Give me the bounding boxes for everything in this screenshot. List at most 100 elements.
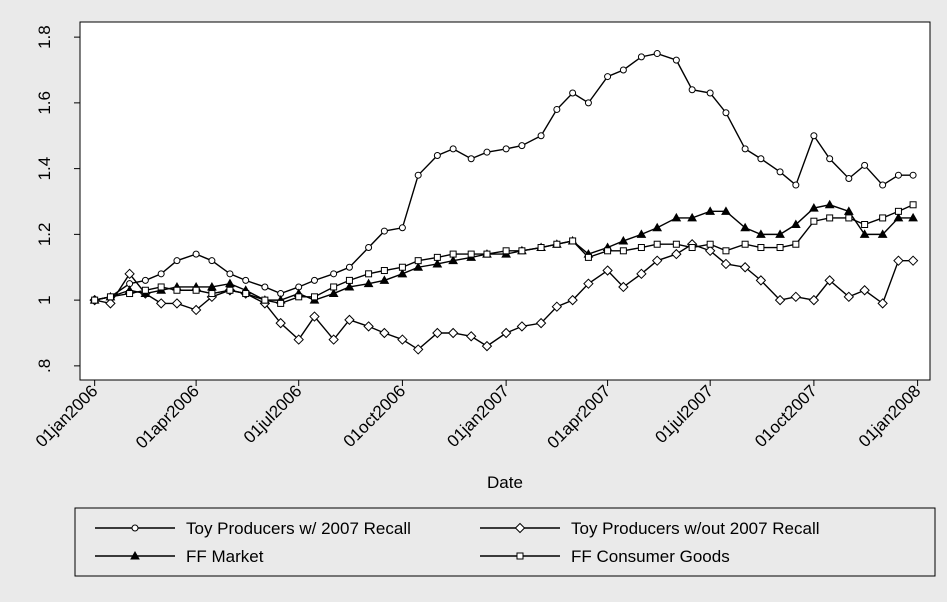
series-marker (412, 344, 424, 355)
series-marker (893, 212, 904, 222)
series-marker (242, 276, 250, 284)
series-marker (672, 240, 680, 248)
legend-label: FF Consumer Goods (571, 547, 730, 566)
series-marker (414, 257, 422, 265)
series-marker (653, 50, 661, 58)
series-marker (637, 244, 645, 252)
series-marker (619, 66, 627, 74)
series-marker (877, 229, 888, 238)
y-tick-label: 1.8 (35, 25, 54, 49)
series-marker (173, 286, 181, 294)
series-marker (432, 327, 443, 339)
series-marker (909, 201, 917, 209)
series-marker (261, 283, 269, 291)
series-marker (792, 181, 800, 189)
series-marker (602, 265, 613, 276)
series-marker (739, 262, 751, 273)
y-tick-label: 1.4 (35, 157, 54, 181)
series-marker (584, 99, 592, 107)
series-marker (741, 240, 749, 248)
series-marker (879, 181, 887, 189)
series-marker (774, 294, 786, 306)
series-marker (653, 240, 661, 248)
series-marker (671, 212, 682, 222)
series-marker (208, 257, 216, 265)
series-marker (688, 86, 696, 94)
series-marker (775, 229, 785, 238)
series-marker (295, 293, 303, 301)
series-marker (277, 299, 285, 307)
series-marker (449, 145, 457, 153)
series-marker (380, 267, 388, 275)
series-marker (861, 221, 869, 229)
series-marker (637, 53, 645, 61)
series-marker (155, 298, 167, 309)
series-marker (843, 206, 854, 215)
x-tick-label: 01jan2008 (855, 381, 925, 451)
plot-area (79, 21, 931, 381)
series-marker (569, 237, 577, 245)
series-marker (275, 317, 286, 329)
series-marker (398, 263, 406, 271)
series-marker (757, 155, 765, 163)
series-marker (345, 276, 353, 284)
y-tick-label: .8 (35, 359, 54, 373)
series-marker (824, 199, 835, 209)
series-marker (721, 206, 731, 215)
series-marker (91, 296, 99, 304)
series-marker (826, 214, 834, 222)
series-marker (845, 174, 853, 182)
series-marker (776, 244, 784, 252)
series-marker (398, 224, 406, 232)
series-marker (309, 311, 320, 322)
series-marker (413, 262, 424, 271)
series-marker (502, 247, 510, 255)
x-axis-title: Date (487, 473, 523, 492)
series-marker (105, 298, 116, 309)
series-marker (516, 321, 528, 332)
series-marker (706, 240, 714, 248)
series-marker (636, 229, 647, 238)
series-marker (397, 268, 408, 278)
series-marker (157, 270, 165, 278)
series-marker (448, 255, 459, 265)
series-marker (755, 275, 767, 286)
series-marker (893, 255, 904, 266)
series-marker (776, 168, 784, 176)
series-marker (604, 73, 612, 81)
series-marker (345, 263, 353, 271)
series-marker (757, 244, 765, 252)
series-marker (604, 247, 612, 255)
x-tick-label: 01jan2006 (32, 381, 102, 451)
series-marker (365, 244, 373, 252)
legend-marker (514, 522, 526, 534)
series-marker (583, 278, 594, 289)
series-marker (190, 304, 202, 316)
series-marker (908, 212, 918, 222)
series-marker (208, 290, 216, 298)
series-marker (192, 286, 200, 294)
series-marker (859, 285, 870, 296)
series-marker (518, 247, 526, 255)
legend-marker (516, 552, 524, 560)
series-marker (894, 171, 902, 179)
legend-box (74, 507, 936, 577)
series-marker (687, 212, 697, 222)
series-marker (671, 248, 682, 260)
series-marker (553, 105, 561, 113)
series-marker (636, 268, 647, 280)
series-marker (328, 334, 339, 345)
series-marker (225, 278, 235, 288)
series-marker (157, 283, 165, 291)
series-marker (124, 268, 135, 280)
series-marker (907, 255, 919, 266)
series-marker (720, 258, 732, 270)
series-marker (192, 250, 200, 258)
series-marker (126, 290, 134, 298)
series-marker (704, 245, 716, 257)
series-marker (672, 56, 680, 64)
series-marker (859, 229, 870, 238)
series-marker (843, 291, 855, 303)
